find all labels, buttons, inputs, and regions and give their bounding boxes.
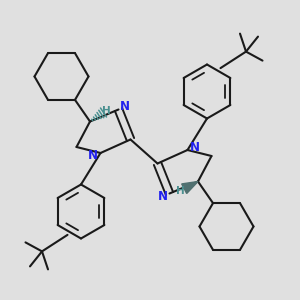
Polygon shape — [182, 182, 198, 194]
Text: N: N — [190, 141, 200, 154]
Text: N: N — [88, 149, 98, 162]
Text: N: N — [158, 190, 168, 203]
Text: H: H — [102, 106, 111, 116]
Text: N: N — [120, 100, 130, 113]
Text: H: H — [176, 185, 185, 196]
